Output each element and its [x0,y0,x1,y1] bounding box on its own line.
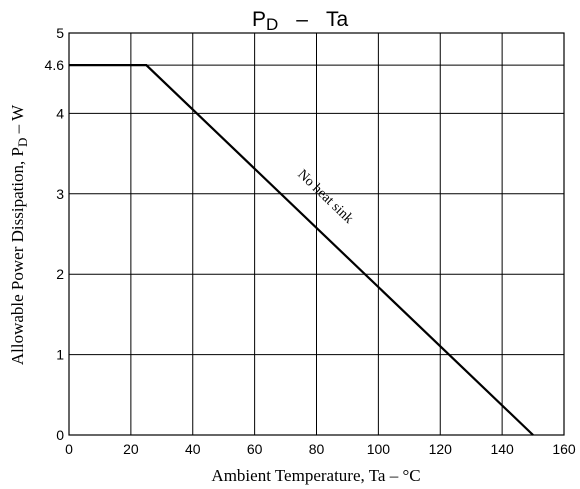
x-tick-label: 140 [490,441,514,457]
annotations: No heat sink [294,167,356,227]
x-tick-label: 0 [65,441,73,457]
y-tick-label: 4 [56,105,64,121]
x-tick-label: 160 [552,441,576,457]
chart-title: PD – Ta [252,8,348,34]
x-tick-label: 40 [185,441,201,457]
annotation-no-heat-sink: No heat sink [294,167,356,227]
y-tick-label: 5 [56,25,64,41]
y-tick-label: 4.6 [45,57,65,73]
y-tick-label: 2 [56,266,64,282]
x-tick-label: 20 [123,441,139,457]
y-tick-label: 1 [56,347,64,363]
y-tick-labels: 0 1 2 3 4 4.6 5 [45,25,65,443]
x-tick-label: 120 [429,441,453,457]
plot-frame [68,32,565,436]
x-tick-labels: 0 20 40 60 80 100 120 140 160 [65,441,576,457]
x-axis-title: Ambient Temperature, Ta – °C [211,466,420,485]
x-tick-label: 60 [247,441,263,457]
y-tick-label: 3 [56,186,64,202]
y-axis-title: Allowable Power Dissipation, PD – W [8,104,30,365]
x-tick-label: 100 [367,441,391,457]
y-tick-label: 0 [56,427,64,443]
x-tick-label: 80 [309,441,325,457]
grid-layer [69,33,564,435]
series-line-0 [69,64,534,436]
series-layer [69,64,534,436]
